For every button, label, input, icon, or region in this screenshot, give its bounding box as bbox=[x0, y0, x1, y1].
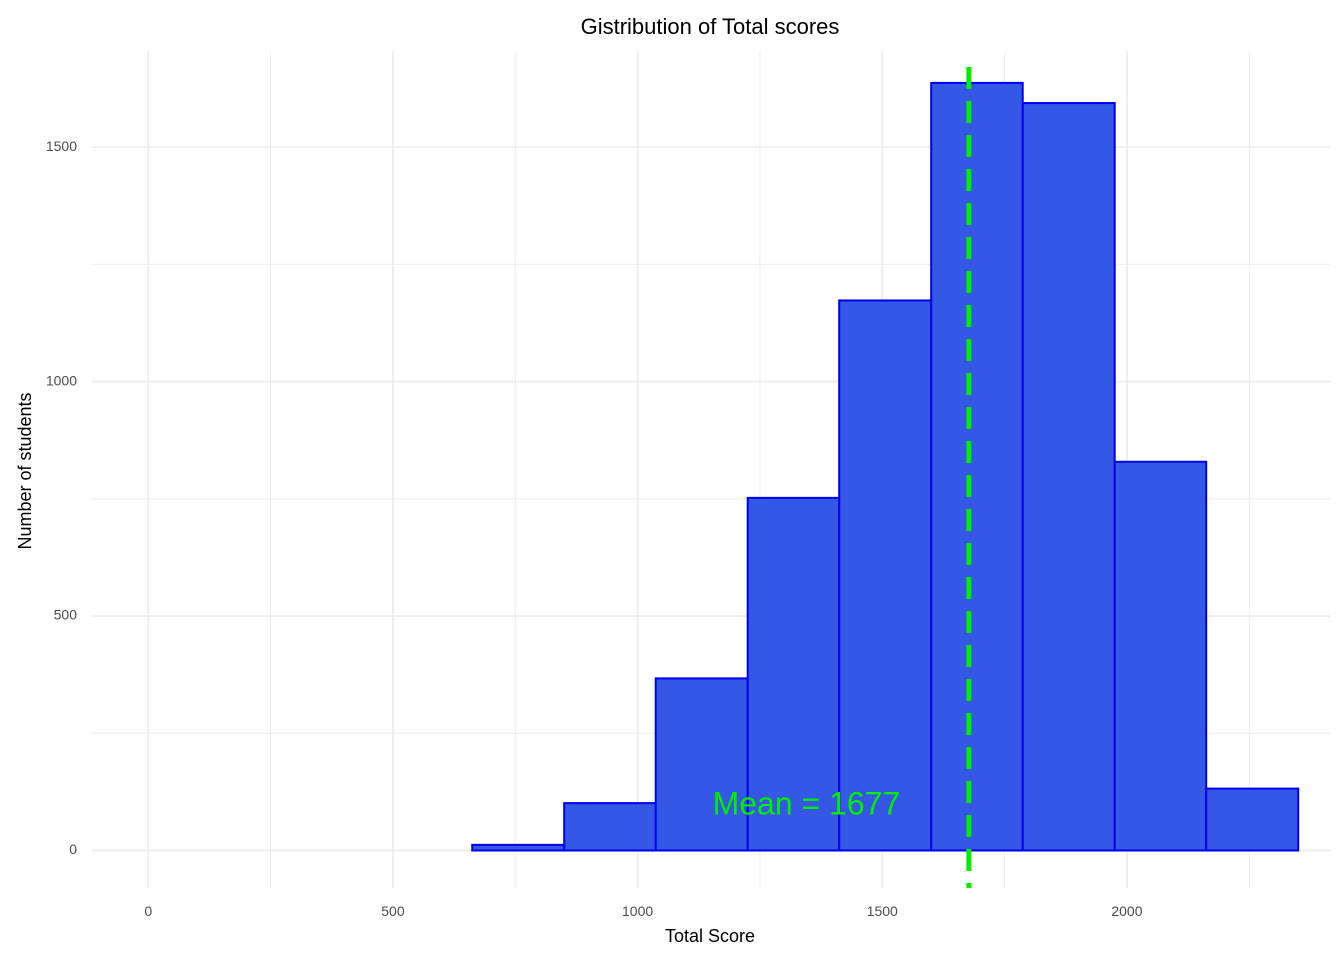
y-tick-label: 500 bbox=[54, 607, 78, 623]
chart-title: Gistribution of Total scores bbox=[581, 14, 840, 39]
x-tick-label: 500 bbox=[381, 903, 405, 919]
histogram-bar bbox=[746, 496, 841, 852]
y-tick-labels: 0 500 1000 1500 bbox=[46, 138, 77, 857]
histogram-bar bbox=[1021, 102, 1116, 852]
y-tick-label: 1500 bbox=[46, 138, 77, 154]
y-tick-label: 0 bbox=[69, 841, 77, 857]
y-tick-label: 1000 bbox=[46, 372, 77, 388]
histogram-bar bbox=[930, 81, 1024, 852]
x-tick-label: 1000 bbox=[622, 903, 653, 919]
x-tick-label: 2000 bbox=[1111, 903, 1142, 919]
histogram-bar bbox=[563, 802, 657, 852]
mean-annotation: Mean = 1677 bbox=[713, 785, 901, 821]
histogram-bar bbox=[471, 843, 566, 852]
histogram-bars bbox=[471, 81, 1300, 852]
histogram-bar bbox=[1113, 460, 1208, 852]
histogram-bar bbox=[1205, 787, 1300, 852]
histogram-bar bbox=[654, 677, 749, 852]
mean-line-group: Mean = 1677 bbox=[713, 67, 972, 888]
y-axis-label: Number of students bbox=[15, 392, 35, 549]
histogram-bar bbox=[838, 299, 933, 852]
x-tick-label: 1500 bbox=[867, 903, 898, 919]
x-axis-label: Total Score bbox=[665, 926, 755, 946]
x-tick-label: 0 bbox=[144, 903, 152, 919]
x-tick-labels: 0 500 1000 1500 2000 bbox=[144, 903, 1142, 919]
